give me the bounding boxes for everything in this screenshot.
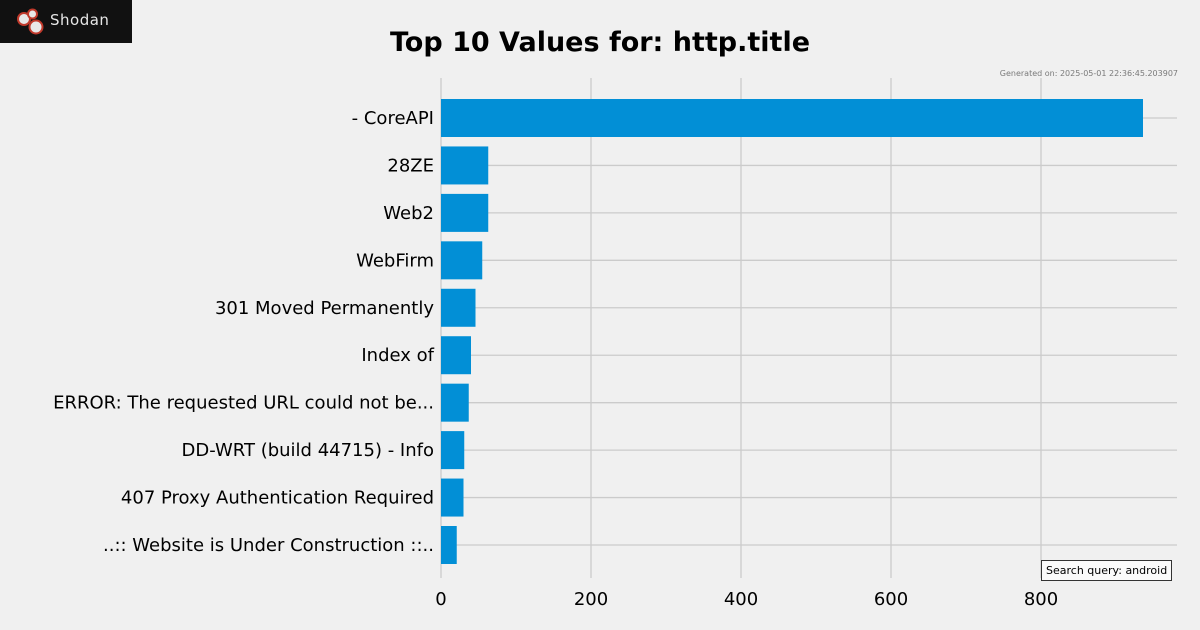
y-category-label: 28ZE <box>387 155 434 176</box>
y-category-label: - CoreAPI <box>352 108 434 129</box>
search-query-label: Search query: android <box>1041 560 1173 581</box>
y-category-label: ..:: Website is Under Construction ::.. <box>103 535 434 556</box>
y-category-label: WebFirm <box>356 250 434 271</box>
y-category-label: Index of <box>361 345 434 366</box>
y-category-label: 301 Moved Permanently <box>215 298 434 319</box>
chart-title: Top 10 Values for: http.title <box>389 27 811 58</box>
bar <box>441 336 471 375</box>
x-tick-label: 800 <box>1024 589 1058 610</box>
y-category-label: Web2 <box>383 203 434 224</box>
x-tick-label: 600 <box>874 589 908 610</box>
y-category-label: DD-WRT (build 44715) - Info <box>182 440 435 461</box>
x-tick-label: 200 <box>574 589 608 610</box>
x-tick-label: 0 <box>435 589 446 610</box>
shodan-logo: Shodan <box>0 0 132 43</box>
shodan-logo-icon <box>17 8 44 35</box>
bar <box>441 99 1143 137</box>
bar <box>441 241 483 280</box>
bar <box>441 288 476 327</box>
bar <box>441 526 457 564</box>
bar <box>441 431 465 470</box>
y-category-label: ERROR: The requested URL could not be... <box>53 393 434 414</box>
bar <box>441 146 489 185</box>
shodan-brand-name: Shodan <box>50 11 110 29</box>
generated-timestamp: Generated on: 2025-05-01 22:36:45.203907 <box>999 69 1178 78</box>
x-tick-label: 400 <box>724 589 758 610</box>
y-category-label: 407 Proxy Authentication Required <box>121 488 434 509</box>
bar <box>441 383 469 422</box>
bar <box>441 478 464 517</box>
bar <box>441 193 489 232</box>
